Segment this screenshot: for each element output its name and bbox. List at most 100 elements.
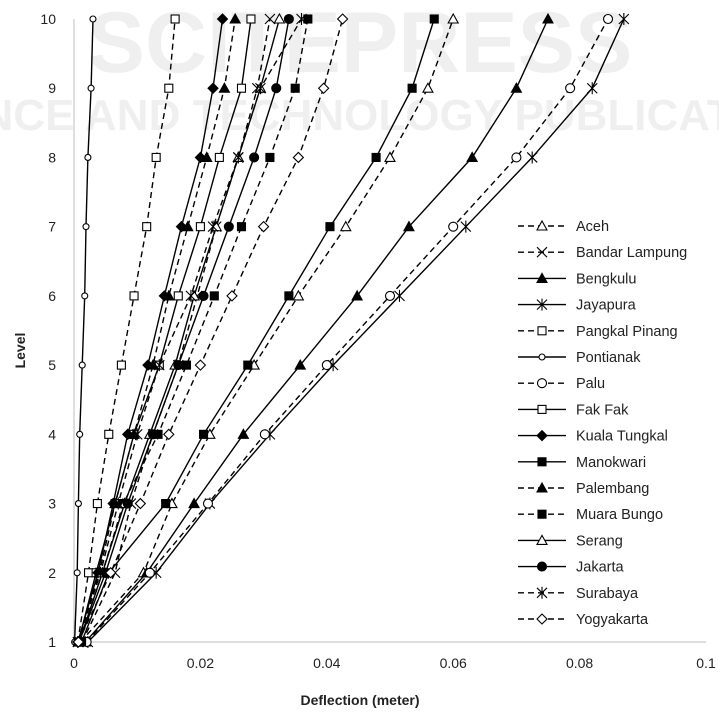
- legend-marker: [536, 429, 548, 442]
- data-point: [194, 359, 207, 371]
- series-surabaya: [72, 13, 307, 648]
- data-point: [511, 152, 522, 163]
- legend-marker: [537, 457, 547, 467]
- data-point: [292, 289, 305, 301]
- legend-label: Palu: [576, 376, 605, 392]
- data-point: [199, 429, 209, 439]
- data-point: [371, 152, 381, 162]
- data-point: [259, 429, 270, 440]
- y-tick-label: 5: [48, 357, 56, 373]
- data-point: [144, 567, 155, 578]
- data-point: [104, 429, 114, 439]
- series-line: [77, 18, 176, 643]
- legend-label: Pangkal Pinang: [576, 324, 678, 340]
- watermark-line-2: SCIENCE AND TECHNOLOGY PUBLICATIONS: [0, 91, 719, 140]
- legend-label: Palembang: [576, 481, 649, 497]
- data-point: [87, 84, 95, 92]
- data-point: [394, 289, 405, 302]
- x-tick-label: 0: [70, 655, 78, 671]
- data-point: [170, 14, 180, 24]
- data-point: [164, 83, 174, 93]
- data-point: [246, 14, 256, 24]
- data-point: [147, 358, 159, 370]
- data-point: [257, 220, 270, 233]
- data-point: [185, 289, 197, 302]
- data-point: [202, 498, 214, 509]
- data-point: [198, 290, 209, 301]
- data-point: [229, 12, 242, 24]
- series-line: [78, 18, 290, 643]
- data-point: [104, 566, 117, 579]
- y-tick-label: 9: [48, 80, 56, 96]
- data-point: [283, 13, 294, 25]
- data-point: [214, 152, 224, 162]
- data-point: [292, 151, 305, 164]
- legend-marker: [536, 613, 548, 625]
- data-point: [226, 290, 238, 302]
- data-point: [112, 497, 124, 510]
- legend-label: Bengkulu: [576, 271, 636, 287]
- data-point: [265, 152, 275, 162]
- data-point: [255, 82, 266, 95]
- y-axis-title: Level: [12, 333, 28, 369]
- data-point: [207, 82, 219, 95]
- data-point: [142, 222, 152, 232]
- data-point: [264, 13, 276, 25]
- data-point: [78, 361, 86, 369]
- legend: Aceh Bandar Lampung Bengkulu Jayapura Pangka…: [518, 219, 687, 628]
- data-point: [317, 82, 330, 95]
- x-tick-label: 0.1: [696, 655, 716, 671]
- legend-marker: [537, 326, 547, 336]
- legend-item: Muara Bungo: [518, 507, 663, 523]
- data-point: [421, 82, 434, 93]
- legend-marker: [536, 561, 548, 572]
- data-point: [207, 220, 219, 233]
- data-point: [181, 360, 192, 370]
- data-point: [122, 498, 133, 509]
- legend-marker: [537, 404, 547, 414]
- data-point: [466, 151, 479, 162]
- series-line: [77, 18, 344, 643]
- data-point: [384, 290, 396, 301]
- data-point: [218, 82, 231, 93]
- data-point: [147, 429, 159, 440]
- data-point: [95, 566, 106, 579]
- legend-label: Serang: [576, 533, 623, 549]
- data-point: [153, 359, 165, 372]
- data-point: [284, 291, 294, 301]
- series-line: [78, 18, 281, 643]
- series-line: [78, 18, 309, 643]
- data-point: [216, 13, 229, 25]
- data-point: [236, 222, 247, 232]
- data-point: [460, 220, 472, 233]
- data-point: [209, 291, 219, 301]
- legend-label: Jayapura: [576, 298, 637, 314]
- data-point: [76, 430, 84, 438]
- data-point: [232, 151, 244, 164]
- data-point: [447, 12, 460, 24]
- series-line: [84, 18, 549, 643]
- legend-marker: [538, 353, 546, 361]
- series-pangkal-pinang: [73, 14, 180, 647]
- data-point: [510, 82, 523, 93]
- legend-item: Jayapura: [518, 298, 637, 314]
- data-point: [336, 13, 349, 25]
- x-tick-label: 0.04: [313, 655, 340, 671]
- data-point: [116, 360, 126, 370]
- legend-label: Bandar Lampung: [576, 245, 687, 261]
- series-line: [86, 18, 609, 643]
- legend-label: Kuala Tungkal: [576, 429, 668, 445]
- legend-marker: [536, 481, 548, 493]
- legend-marker: [536, 272, 548, 283]
- axes: 0 0.02 0.04 0.06 0.08 0.1 1 2 3 4 5 6 7 8 9 10 Deflectio…: [12, 11, 716, 708]
- legend-item: Kuala Tungkal: [518, 429, 668, 445]
- legend-item: Jakarta: [518, 560, 624, 576]
- data-point: [92, 499, 102, 509]
- data-point: [89, 15, 97, 23]
- legend-item: Serang: [518, 533, 623, 549]
- data-point: [407, 83, 417, 93]
- legend-label: Jakarta: [576, 560, 624, 576]
- data-point: [273, 12, 286, 24]
- series-line: [87, 18, 625, 643]
